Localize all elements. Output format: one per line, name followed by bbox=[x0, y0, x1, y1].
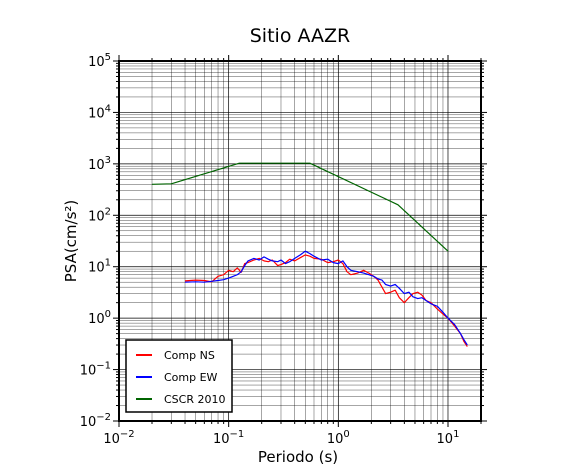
legend: Comp NS Comp EW CSCR 2010 bbox=[125, 339, 233, 413]
legend-label: Comp NS bbox=[164, 349, 215, 362]
y-tick-label: 105 bbox=[88, 52, 111, 70]
x-tick-label: 10−1 bbox=[213, 429, 244, 447]
grid bbox=[118, 60, 482, 422]
legend-label: Comp EW bbox=[164, 371, 218, 384]
y-tick-label: 100 bbox=[88, 309, 111, 327]
x-tick-labels: 10−2 10−1 100 101 bbox=[103, 429, 459, 447]
y-tick-labels: 10−2 10−1 100 101 102 103 104 105 bbox=[80, 52, 111, 430]
x-tick-label: 10−2 bbox=[103, 429, 134, 447]
x-tick-label: 101 bbox=[437, 429, 460, 447]
plot-frame bbox=[118, 60, 482, 422]
y-tick-label: 104 bbox=[88, 103, 111, 121]
series-layer bbox=[151, 162, 468, 347]
legend-label: CSCR 2010 bbox=[164, 393, 225, 406]
y-tick-label: 10−1 bbox=[80, 361, 111, 379]
y-tick-label: 103 bbox=[88, 155, 111, 173]
chart-title: Sitio AAZR bbox=[250, 25, 350, 47]
y-tick-label: 10−2 bbox=[80, 412, 111, 430]
x-tick-label: 100 bbox=[327, 429, 350, 447]
series-line-cscr-2010 bbox=[151, 162, 449, 252]
tick-marks bbox=[113, 55, 487, 427]
series-line-comp-ns bbox=[184, 254, 468, 347]
y-axis-label: PSA(cm/s²) bbox=[62, 200, 80, 283]
y-tick-label: 101 bbox=[88, 258, 111, 276]
y-tick-label: 102 bbox=[88, 206, 111, 224]
x-axis-label: Periodo (s) bbox=[258, 448, 338, 466]
series-line-comp-ew bbox=[184, 250, 468, 346]
